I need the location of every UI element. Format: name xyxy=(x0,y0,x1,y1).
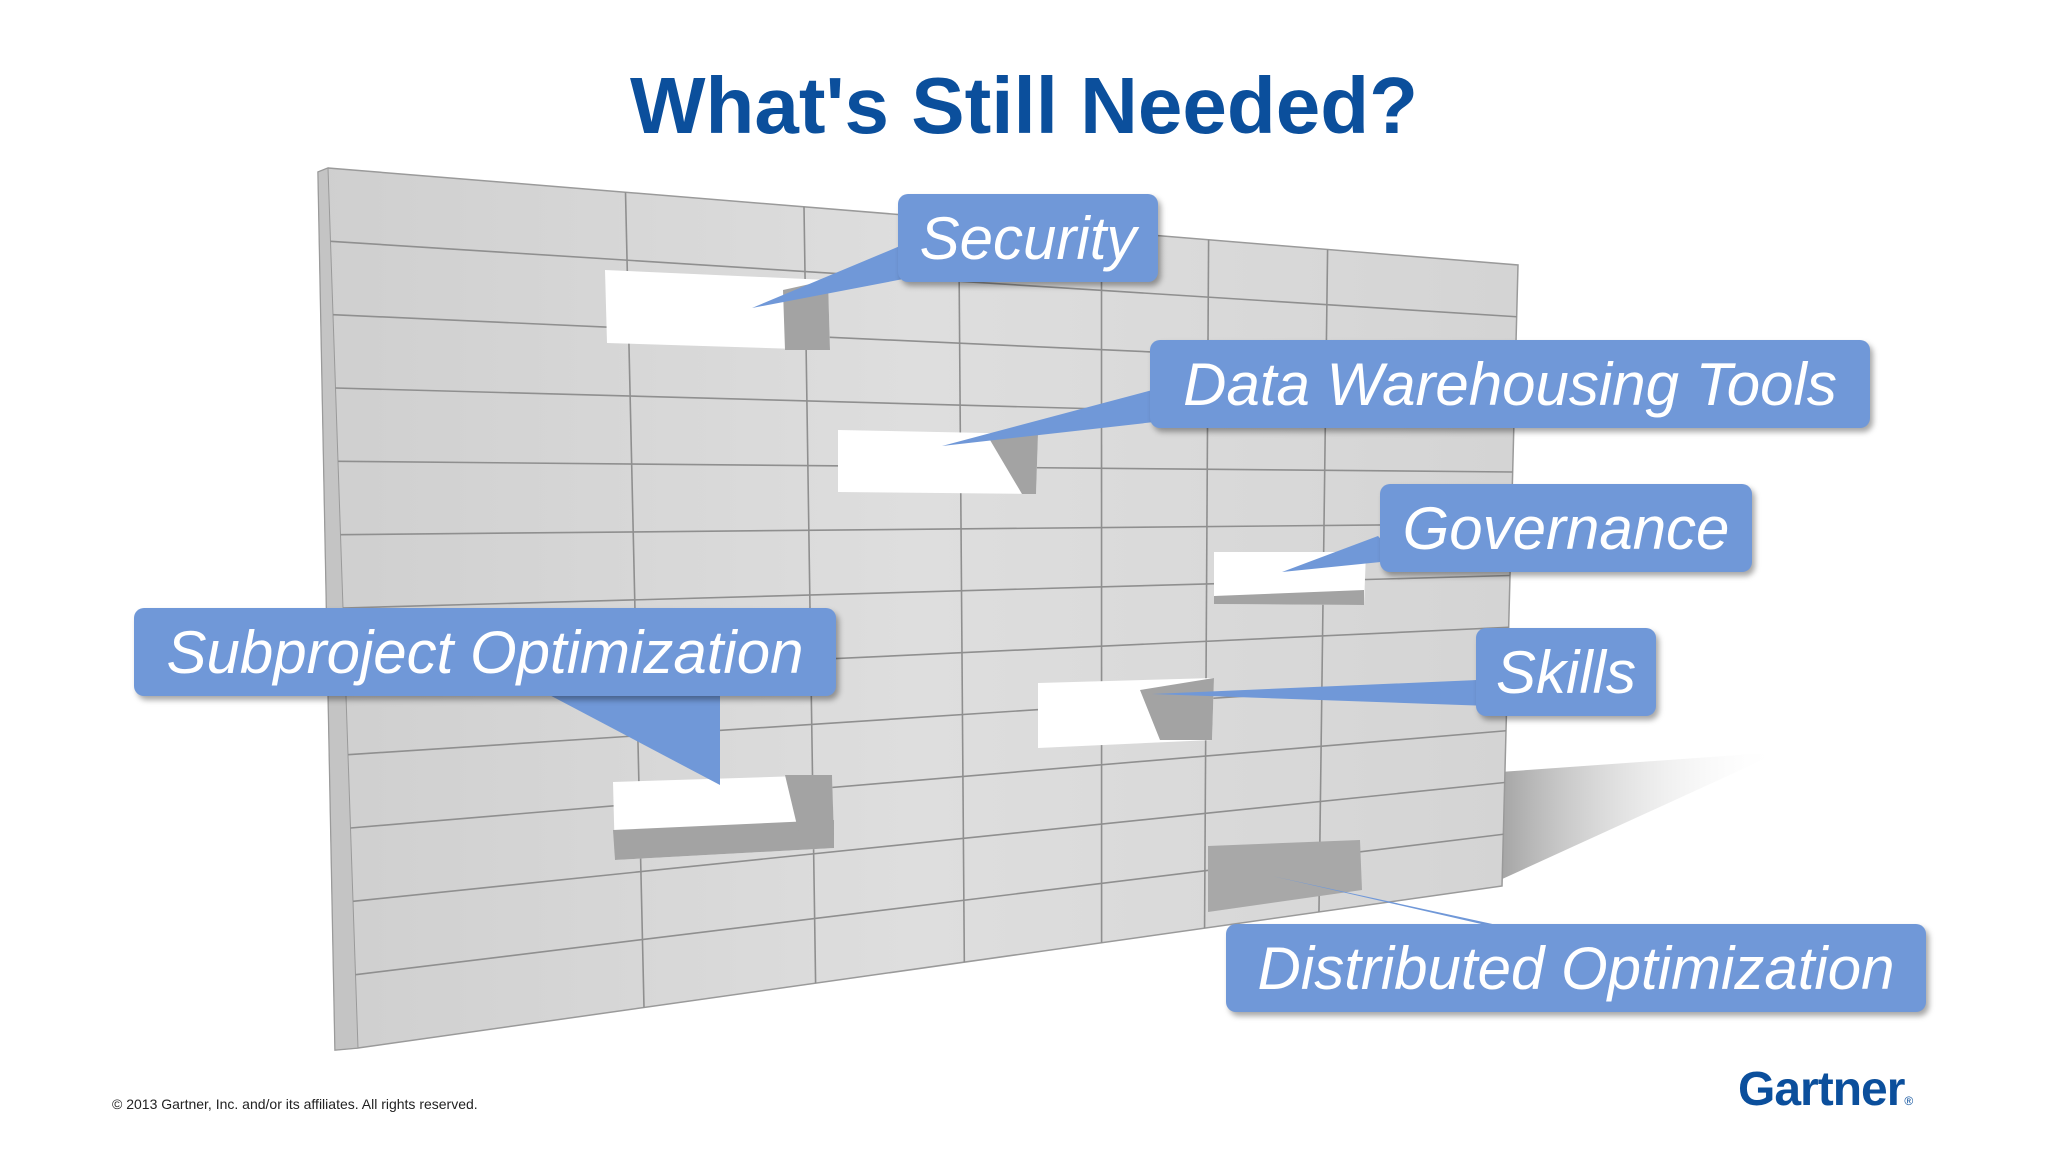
pointer-distributed xyxy=(1272,876,1520,930)
pointer-governance xyxy=(1282,536,1400,572)
callout-governance-label: Governance xyxy=(1402,494,1730,562)
pointer-subproject xyxy=(540,690,720,785)
callout-data-warehousing-tools: Data Warehousing Tools xyxy=(1150,340,1870,428)
gap-data-warehousing-shadow xyxy=(990,434,1038,494)
gap-subproject-shadow-right xyxy=(785,775,834,838)
gap-governance-shadow xyxy=(1214,590,1364,605)
gap-security xyxy=(605,270,830,350)
registered-mark: ® xyxy=(1904,1094,1913,1108)
slide-title: What's Still Needed? xyxy=(629,61,1418,150)
gartner-logo: Gartner® xyxy=(1738,1062,1913,1117)
mortar-course-line xyxy=(350,729,1507,829)
callout-governance: Governance xyxy=(1380,484,1752,572)
wall-gaps xyxy=(605,270,1366,912)
callout-pointers xyxy=(540,246,1520,930)
copyright-notice: © 2013 Gartner, Inc. and/or its affiliat… xyxy=(112,1096,478,1112)
callout-security-label: Security xyxy=(919,204,1137,272)
callout-subproject-optimization: Subproject Optimization xyxy=(134,608,836,696)
pointer-data-warehousing xyxy=(942,388,1190,446)
gap-distributed xyxy=(1208,840,1362,912)
gap-subproject-shadow xyxy=(613,820,834,860)
callout-skills-label: Skills xyxy=(1495,638,1636,706)
pointer-security xyxy=(752,246,940,308)
mortar-course-line xyxy=(340,522,1512,536)
callout-skills: Skills xyxy=(1476,628,1656,716)
gap-data-warehousing xyxy=(838,430,1038,494)
pointer-skills xyxy=(1152,680,1490,706)
callout-distributed-optimization: Distributed Optimization xyxy=(1226,924,1926,1012)
mortar-joint-line xyxy=(957,219,966,963)
wall-floor-shadow xyxy=(1500,752,1780,880)
gartner-logo-text: Gartner xyxy=(1738,1063,1905,1116)
callout-distributed-optimization-label: Distributed Optimization xyxy=(1257,934,1895,1002)
mortar-course-line xyxy=(352,781,1505,903)
gap-security-shadow xyxy=(605,270,830,350)
callout-security: Security xyxy=(898,194,1158,282)
callout-data-warehousing-tools-label: Data Warehousing Tools xyxy=(1183,350,1837,418)
callout-subproject-optimization-label: Subproject Optimization xyxy=(166,618,804,686)
